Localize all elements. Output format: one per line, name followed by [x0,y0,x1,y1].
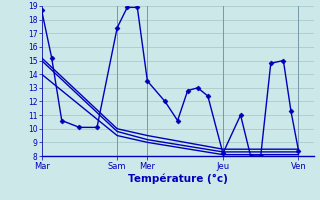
X-axis label: Température (°c): Température (°c) [128,173,228,184]
